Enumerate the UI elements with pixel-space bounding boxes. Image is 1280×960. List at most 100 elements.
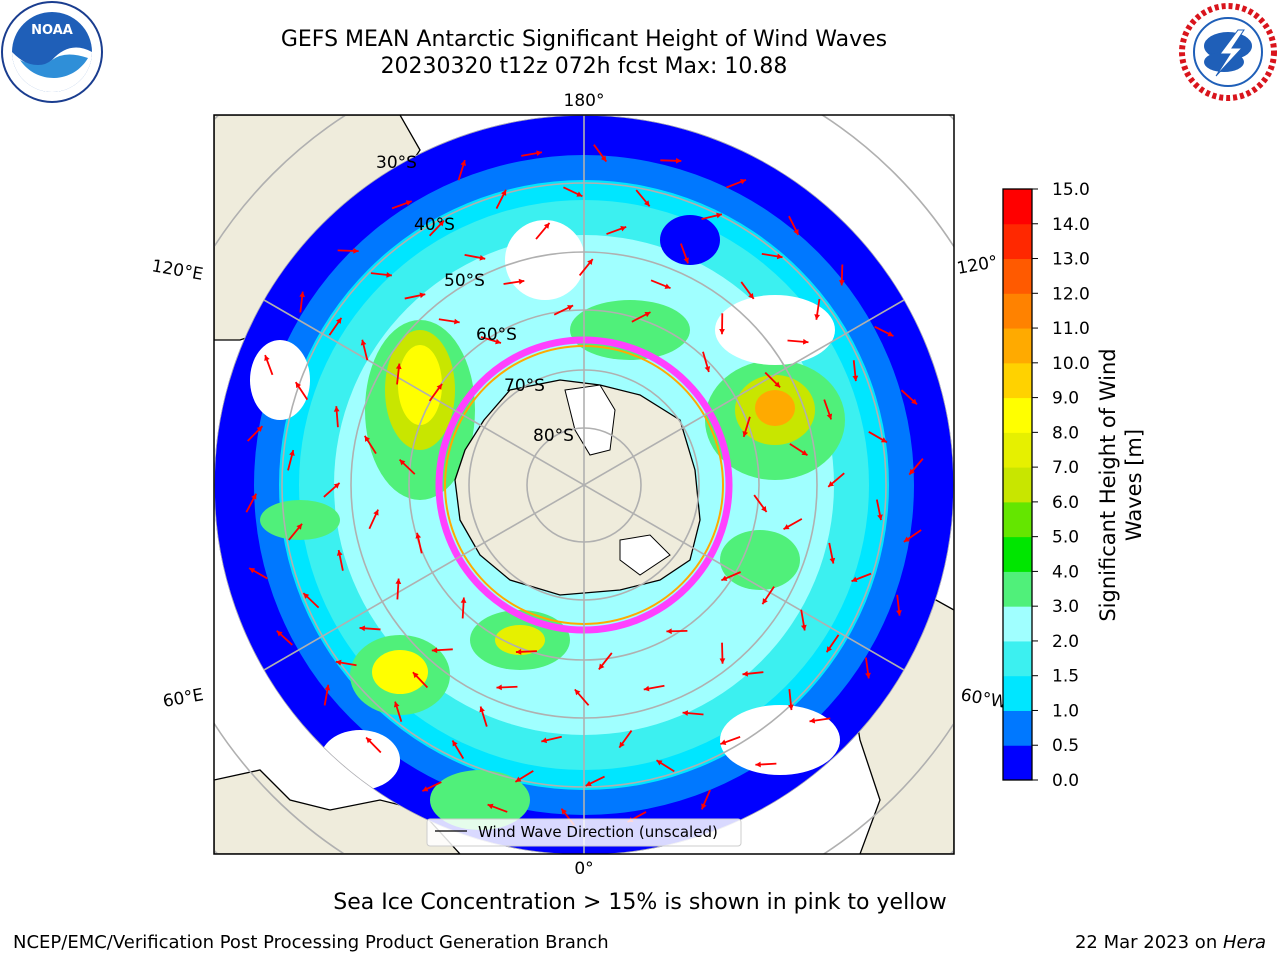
colorbar-segment — [1003, 328, 1032, 364]
map-legend: Wind Wave Direction (unscaled) — [426, 818, 742, 847]
wave-direction-arrowhead — [395, 363, 402, 370]
wave-direction-arrowhead — [460, 597, 467, 603]
colorbar-tick-label: 3.0 — [1052, 597, 1079, 617]
wave-direction-arrowhead — [364, 435, 371, 442]
lat-label-60s: 60°S — [476, 325, 517, 345]
lat-label-30s: 30°S — [376, 153, 417, 173]
wave-direction-arrowhead — [719, 658, 726, 664]
wave-direction-arrowhead — [422, 786, 429, 792]
wave-direction-arrowhead — [598, 663, 605, 670]
footer-machine: Hera — [1222, 932, 1266, 953]
wave-direction-arrowhead — [903, 536, 910, 542]
colorbar-tick-label: 4.0 — [1052, 562, 1079, 582]
wave-direction-arrowhead — [515, 776, 522, 782]
wave-direction-arrowhead — [620, 225, 627, 232]
wave-direction-arrowhead — [809, 717, 816, 724]
wave-direction-arrowhead — [249, 568, 256, 574]
wave-direction-arrowhead — [585, 780, 592, 787]
wave-direction-arrowhead — [454, 318, 460, 325]
wave-direction-arrowhead — [303, 593, 310, 599]
lon-label-120e: 120°E — [150, 256, 204, 285]
wave-direction-arrowhead — [295, 382, 302, 389]
wave-direction-arrowhead — [865, 672, 871, 679]
colorbar-tick-label: 12.0 — [1052, 284, 1090, 304]
wave-direction-arrowhead — [438, 220, 445, 227]
wave-direction-arrowhead — [851, 576, 858, 583]
wave-direction-arrowhead — [515, 648, 522, 655]
wave-direction-arrowhead — [299, 291, 306, 298]
wave-direction-arrowhead — [742, 431, 749, 437]
colorbar-tick-label: 10.0 — [1052, 354, 1090, 374]
lat-label-50s: 50°S — [444, 271, 485, 291]
colorbar-segment — [1003, 432, 1032, 468]
colorbar-segment — [1003, 536, 1032, 572]
colorbar-tick-label: 0.0 — [1052, 771, 1079, 791]
wave-direction-arrowhead — [333, 482, 340, 489]
wave-direction-arrowhead — [619, 741, 625, 748]
wave-direction-arrowhead — [386, 272, 392, 278]
wave-direction-arrowhead — [644, 311, 651, 318]
lat-label-80s: 80°S — [533, 426, 574, 446]
wave-direction-arrowhead — [276, 630, 283, 637]
lon-label-0: 0° — [574, 859, 593, 879]
wave-direction-arrowhead — [541, 737, 548, 744]
wave-direction-arrowhead — [828, 481, 835, 487]
wave-direction-arrowhead — [567, 305, 574, 311]
wave-direction-arrowhead — [336, 317, 342, 324]
map-area: 30°S 40°S 50°S 60°S 70°S 80°S Wind Wave … — [214, 115, 954, 854]
wave-direction-arrowhead — [802, 338, 809, 345]
wave-direction-arrowhead — [675, 157, 682, 164]
wind-wave-arrows — [245, 144, 924, 826]
wave-direction-arrowhead — [460, 160, 467, 167]
colorbar-segment — [1003, 467, 1032, 503]
wave-direction-arrowhead — [366, 737, 372, 744]
wave-direction-arrowhead — [501, 189, 507, 196]
map-frame — [213, 114, 955, 855]
wave-direction-arrowhead — [479, 706, 485, 713]
wave-direction-arrowhead — [419, 292, 426, 299]
wave-direction-arrowhead — [762, 598, 768, 605]
wave-direction-arrowhead — [656, 760, 663, 766]
wave-direction-arrowhead — [543, 222, 550, 229]
wave-direction-arrowhead — [335, 659, 342, 666]
wave-direction-arrowhead — [412, 672, 419, 679]
colorbar-tick-label: 8.0 — [1052, 423, 1079, 443]
wave-direction-arrowhead — [880, 437, 887, 443]
wave-direction-arrowhead — [877, 514, 883, 521]
wave-direction-arrowhead — [748, 292, 754, 299]
wave-direction-arrowhead — [701, 803, 707, 810]
colorbar-tick-label: 13.0 — [1052, 250, 1090, 270]
wave-direction-arrowhead — [324, 684, 331, 691]
wave-direction-arrowhead — [479, 254, 486, 261]
wave-direction-arrowhead — [829, 557, 836, 564]
wave-direction-arrowhead — [353, 248, 359, 254]
wave-direction-arrowhead — [761, 506, 767, 512]
wave-direction-arrowhead — [704, 366, 711, 372]
wave-direction-arrowhead — [576, 191, 583, 197]
wave-direction-arrowhead — [360, 339, 367, 346]
wave-direction-arrowhead — [814, 314, 820, 320]
wave-direction-arrowhead — [783, 524, 790, 530]
colorbar-segment — [1003, 189, 1032, 225]
wave-direction-arrowhead — [664, 283, 671, 289]
lon-label-60e: 60°E — [161, 685, 205, 712]
wave-direction-arrowhead — [495, 338, 501, 345]
legend-label: Wind Wave Direction (unscaled) — [478, 823, 718, 841]
wave-direction-arrowhead — [682, 710, 689, 716]
colorbar-segment — [1003, 293, 1032, 329]
colorbar-segment — [1003, 710, 1032, 746]
chart-title: GEFS MEAN Antarctic Significant Height o… — [280, 27, 888, 52]
wave-direction-arrowhead — [561, 808, 567, 815]
colorbar-title: Significant Height of Wind Waves [m] — [1096, 348, 1146, 622]
wave-direction-arrowhead — [776, 253, 783, 260]
lon-label-60w: 60°W — [959, 685, 1009, 713]
wave-direction-arrowhead — [740, 179, 746, 185]
colorbar-segment — [1003, 223, 1032, 260]
wave-direction-arrowhead — [896, 610, 902, 616]
lon-label-120w: 120° — [955, 252, 999, 279]
wave-direction-arrowhead — [373, 509, 379, 516]
wave-direction-arrowhead — [755, 761, 761, 768]
wave-direction-arrowhead — [587, 259, 593, 265]
colorbar-tick-label: 5.0 — [1052, 528, 1079, 548]
colorbar-tick-label: 0.5 — [1052, 736, 1079, 756]
